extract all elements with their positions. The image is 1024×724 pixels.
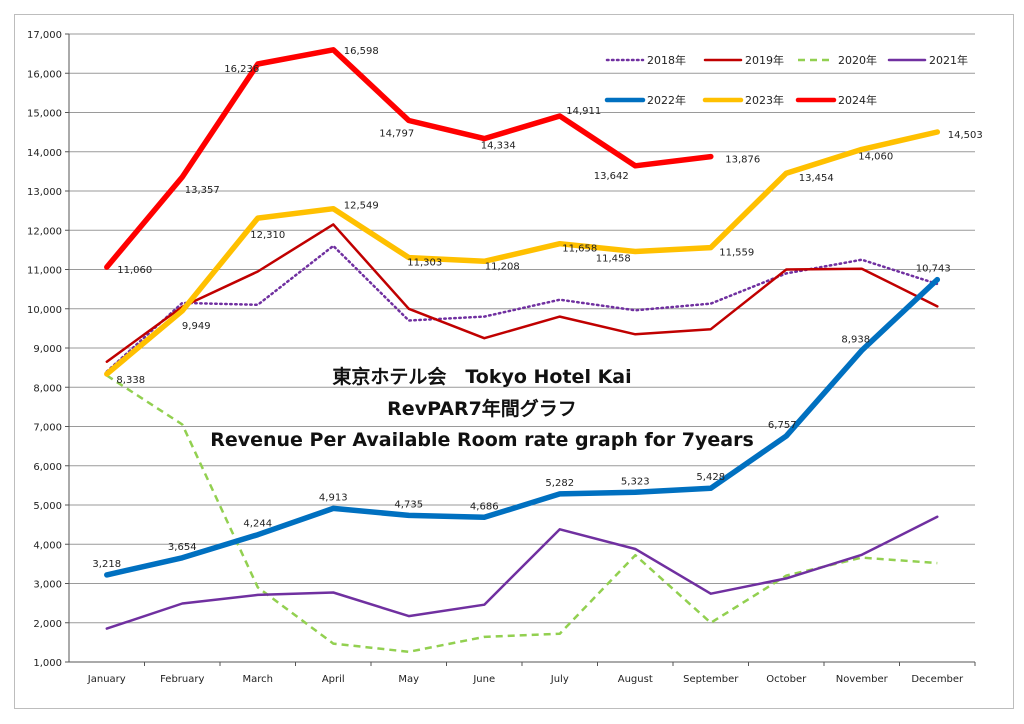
data-label: 11,658: [562, 244, 597, 255]
series-line-2020: [106, 374, 938, 654]
data-label: 14,503: [948, 130, 983, 141]
data-label: 9,949: [182, 321, 211, 332]
data-label: 4,244: [243, 519, 272, 530]
y-tick-label: 1,000: [33, 658, 62, 669]
series-line-2018: [105, 244, 939, 373]
y-tick-label: 10,000: [27, 305, 62, 316]
data-label: 3,654: [168, 542, 197, 553]
series-line-2021: [105, 515, 939, 630]
data-label: 13,642: [594, 171, 629, 182]
legend-label: 2020年: [838, 53, 877, 67]
legend-label: 2024年: [838, 93, 877, 107]
series-line-2024: [104, 47, 714, 270]
data-label: 3,218: [92, 559, 121, 570]
data-label: 12,310: [250, 230, 285, 241]
data-label: 10,743: [916, 264, 951, 275]
y-tick-label: 16,000: [27, 69, 62, 80]
x-tick-label: April: [322, 674, 345, 685]
data-label: 6,757: [768, 420, 797, 431]
data-labels: 3,218 3,654 4,244 4,913 4,735 4,686 5,282 5,323…: [92, 46, 982, 570]
data-label: 11,559: [719, 248, 754, 259]
x-tick-label: July: [550, 674, 569, 685]
x-tick-label: May: [398, 674, 419, 685]
data-label: 11,303: [407, 258, 442, 269]
data-label: 13,357: [185, 185, 220, 196]
chart-title-line-3: Revenue Per Available Room rate graph fo…: [210, 429, 754, 451]
data-label: 11,458: [596, 254, 631, 265]
data-label: 11,208: [485, 261, 520, 272]
data-label: 11,060: [117, 265, 152, 276]
axes: 1,000 2,000 3,000 4,000 5,000 6,000 7,000 8,000…: [27, 30, 976, 685]
data-label: 13,876: [725, 155, 760, 166]
data-label: 5,282: [545, 478, 574, 489]
data-label: 13,454: [799, 173, 834, 184]
data-label: 12,549: [344, 201, 379, 212]
y-tick-label: 7,000: [33, 423, 62, 434]
y-tick-label: 12,000: [27, 226, 62, 237]
y-tick-label: 3,000: [33, 580, 62, 591]
legend-label: 2023年: [745, 93, 784, 107]
data-label: 4,735: [394, 499, 423, 510]
y-tick-label: 5,000: [33, 501, 62, 512]
data-label: 14,060: [858, 151, 893, 162]
data-label: 4,686: [470, 501, 499, 512]
series-line-2023: [104, 129, 941, 377]
y-tick-label: 14,000: [27, 148, 62, 159]
x-tick-label: June: [472, 674, 495, 685]
y-tick-label: 6,000: [33, 462, 62, 473]
data-label: 16,598: [344, 46, 379, 57]
data-label: 16,236: [224, 64, 259, 75]
legend: 2018年 2019年 2020年 2021年 2022年 2023年 2024年: [604, 53, 968, 107]
revpar-line-chart: 1,000 2,000 3,000 4,000 5,000 6,000 7,000 8,000…: [27, 30, 983, 685]
y-tick-label: 9,000: [33, 344, 62, 355]
y-tick-label: 13,000: [27, 187, 62, 198]
x-tick-label: March: [243, 674, 273, 685]
x-tick-label: October: [766, 674, 807, 685]
y-tick-label: 15,000: [27, 109, 62, 120]
data-label: 5,428: [696, 472, 725, 483]
y-tick-label: 2,000: [33, 619, 62, 630]
y-tick-label: 11,000: [27, 266, 62, 277]
x-tick-label: August: [618, 674, 653, 685]
chart-title-line-1: 東京ホテル会 Tokyo Hotel Kai: [332, 365, 631, 388]
chart-title-line-2: RevPAR7年間グラフ: [387, 397, 577, 420]
data-label: 14,911: [566, 106, 601, 117]
gridlines: [69, 33, 975, 663]
legend-label: 2022年: [647, 93, 686, 107]
data-label: 5,323: [621, 476, 650, 487]
series-lines: [104, 47, 941, 654]
series-line-2019: [105, 223, 939, 363]
chart-frame: 1,000 2,000 3,000 4,000 5,000 6,000 7,000 8,000…: [14, 14, 1014, 709]
x-tick-label: December: [911, 674, 964, 685]
x-tick-label: November: [836, 674, 889, 685]
y-tick-label: 17,000: [27, 30, 62, 41]
y-tick-label: 4,000: [33, 540, 62, 551]
x-tick-label: February: [160, 674, 204, 685]
data-label: 8,338: [116, 375, 145, 386]
legend-label: 2021年: [929, 53, 968, 67]
chart-title: 東京ホテル会 Tokyo Hotel Kai RevPAR7年間グラフ Reve…: [210, 365, 754, 451]
series-line-2022: [104, 276, 941, 578]
data-label: 14,797: [379, 128, 414, 139]
y-tick-label: 8,000: [33, 383, 62, 394]
legend-label: 2018年: [647, 53, 686, 67]
legend-label: 2019年: [745, 53, 784, 67]
data-label: 8,938: [841, 334, 870, 345]
data-label: 4,913: [319, 492, 348, 503]
data-label: 14,334: [481, 141, 516, 152]
x-tick-label: January: [87, 674, 126, 685]
x-tick-label: September: [683, 674, 739, 685]
